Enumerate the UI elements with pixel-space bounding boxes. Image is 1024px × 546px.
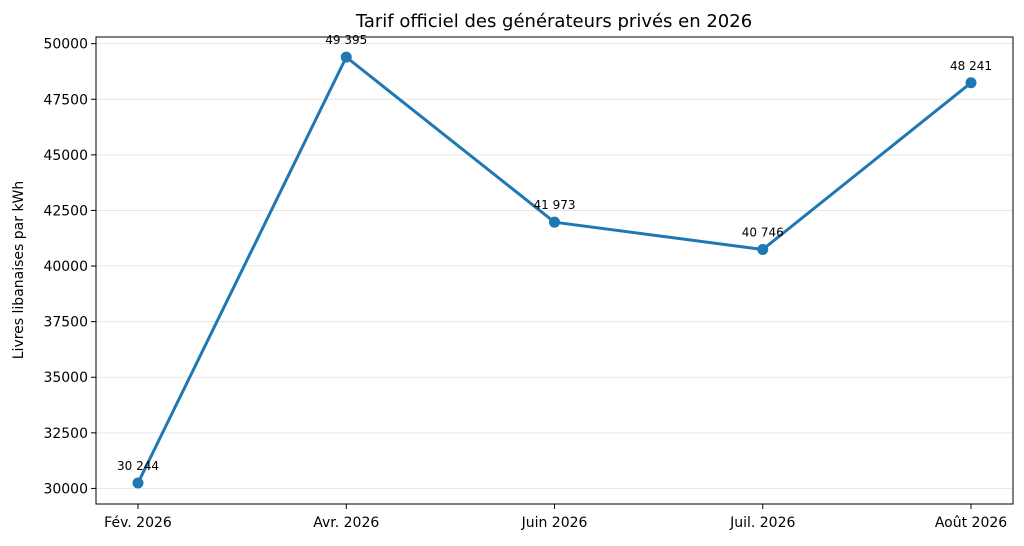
data-point [549,216,560,228]
plot-frame [95,36,1014,505]
data-point [757,243,769,255]
y-tick-label: 32500 [43,426,88,442]
data-labels: 30 244 49 395 41 973 40 746 48 241 [117,33,992,473]
x-ticks: Fév. 2026 Avr. 2026 Juin 2026 Juil. 2026 Aoû… [104,504,1007,531]
data-label: 48 241 [950,59,992,73]
data-point [340,51,352,63]
y-axis-label: Livres libanaises par kWh [11,181,27,360]
data-label: 40 746 [742,225,784,239]
gridlines [96,43,1013,489]
x-tick-label: Juil. 2026 [729,515,795,531]
y-tick-label: 30000 [43,481,88,497]
y-tick-label: 45000 [43,148,88,164]
data-label: 41 973 [534,198,576,212]
series-line [136,55,973,485]
y-tick-label: 47500 [43,92,88,108]
y-tick-label: 35000 [43,370,88,386]
data-label: 49 395 [325,33,367,47]
y-tick-label: 40000 [43,259,88,275]
y-tick-label: 42500 [43,203,88,219]
y-ticks: 30000 32500 35000 37500 40000 42500 45000 47500… [43,37,96,497]
axes [95,36,1014,505]
chart-title: Tarif officiel des générateurs privés en… [355,11,752,32]
data-point [965,77,977,89]
x-tick-label: Avr. 2026 [313,515,379,531]
y-tick-label: 50000 [43,37,88,53]
data-label: 30 244 [117,459,159,473]
x-tick-label: Juin 2026 [521,515,588,531]
y-tick-label: 37500 [43,315,88,331]
x-tick-label: Fév. 2026 [104,515,172,531]
x-tick-label: Août 2026 [935,515,1007,531]
series-layer [132,51,977,489]
data-point [132,477,144,489]
